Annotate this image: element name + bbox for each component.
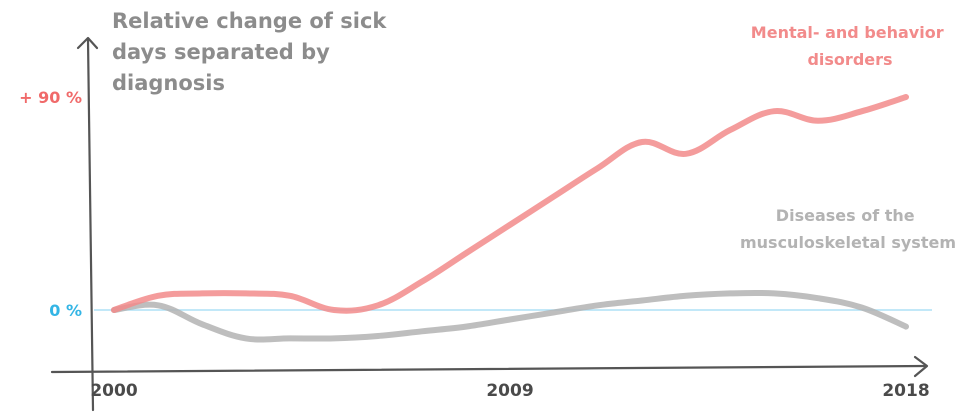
- chart-title-line-1: Relative change of sick: [112, 9, 387, 33]
- chart-title: Relative change of sick days separated b…: [112, 9, 394, 95]
- x-axis: [50, 355, 929, 378]
- series-label-mental-behavior-line-2: disorders: [807, 50, 892, 69]
- series-label-musculoskeletal-line-1: Diseases of the: [776, 206, 915, 225]
- series-label-musculoskeletal-line-2: musculoskeletal system: [740, 233, 956, 252]
- series-line-musculoskeletal: [111, 289, 909, 343]
- series-label-mental-behavior: Mental- and behavior disorders: [751, 23, 949, 69]
- x-tick-label-2000: 2000: [90, 381, 137, 401]
- series-line-mental-behavior: [111, 94, 909, 314]
- chart-title-line-2: days separated by: [112, 40, 330, 64]
- x-axis-arrowhead: [913, 355, 929, 378]
- series-label-musculoskeletal: Diseases of the musculoskeletal system: [740, 206, 956, 252]
- y-axis-arrowhead: [76, 36, 99, 50]
- y-tick-label-0: 0 %: [49, 301, 82, 320]
- chart-title-line-3: diagnosis: [112, 71, 225, 95]
- x-tick-label-2018: 2018: [882, 381, 929, 401]
- series-label-mental-behavior-line-1: Mental- and behavior: [751, 23, 944, 42]
- x-tick-label-2009: 2009: [486, 381, 533, 401]
- y-tick-label-90: + 90 %: [19, 88, 82, 107]
- y-axis: [76, 36, 99, 412]
